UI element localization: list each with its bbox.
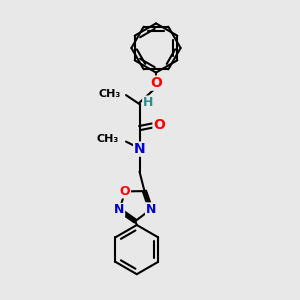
Text: N: N: [134, 142, 145, 156]
Text: O: O: [120, 185, 130, 198]
Text: N: N: [114, 203, 124, 217]
Text: H: H: [143, 96, 153, 109]
Text: CH₃: CH₃: [96, 134, 118, 144]
Text: CH₃: CH₃: [98, 88, 121, 99]
Text: O: O: [150, 76, 162, 90]
Text: N: N: [146, 203, 156, 216]
Text: O: O: [153, 118, 165, 132]
